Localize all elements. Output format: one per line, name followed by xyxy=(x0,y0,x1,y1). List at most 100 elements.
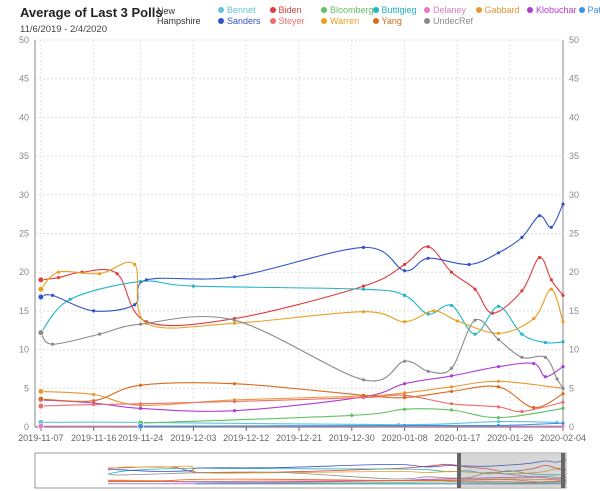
data-point-klobuchar xyxy=(496,365,501,369)
data-point-buttigieg xyxy=(561,340,565,344)
navigator-handle-right xyxy=(561,453,565,488)
series-line-undecref xyxy=(40,315,564,389)
data-point-buttigieg xyxy=(68,297,72,301)
data-point-steyer xyxy=(92,403,96,407)
series-klobuchar xyxy=(37,361,565,413)
data-point-warren xyxy=(532,317,536,321)
state-label: New Hampshire xyxy=(157,6,201,26)
chart-subtitle: 11/6/2019 - 2/4/2020 xyxy=(20,24,107,35)
data-point-gabbard xyxy=(92,392,96,397)
data-point-warren xyxy=(133,262,137,267)
data-point-warren xyxy=(37,286,45,293)
data-point-steyer xyxy=(403,393,407,397)
data-point-yang xyxy=(139,383,143,387)
legend-marker-icon xyxy=(578,7,585,13)
legend-label: Yang xyxy=(381,16,402,26)
y-tick-label-right: 50 xyxy=(569,35,579,45)
x-tick-label: 2020-01-17 xyxy=(434,433,480,443)
data-point-undecref xyxy=(449,366,454,370)
data-point-yang xyxy=(496,385,501,389)
x-tick-label: 2019-11-07 xyxy=(18,433,63,443)
legend-item-bennet[interactable]: Bennet xyxy=(218,5,256,15)
data-point-biden xyxy=(361,284,366,288)
data-point-undecref xyxy=(51,342,55,346)
series-patrick xyxy=(137,421,565,430)
legend-item-steyer[interactable]: Steyer xyxy=(269,16,305,26)
legend-label: Biden xyxy=(278,5,302,15)
data-point-biden xyxy=(561,293,565,297)
data-point-klobuchar xyxy=(139,406,143,410)
legend-item-bloomberg[interactable]: Bloomberg xyxy=(321,5,374,15)
data-point-undecref xyxy=(37,329,45,336)
y-tick-label-left: 45 xyxy=(19,74,29,84)
data-point-sanders xyxy=(37,293,45,301)
navigator-line-yang xyxy=(108,478,567,483)
data-point-warren xyxy=(496,331,501,335)
data-point-klobuchar xyxy=(543,375,548,379)
legend-marker-icon xyxy=(218,7,224,13)
legend-marker-icon xyxy=(424,18,430,24)
legend-label: Bloomberg xyxy=(330,5,374,15)
y-tick-label-left: 5 xyxy=(24,383,29,393)
data-point-bloomberg xyxy=(449,408,454,412)
series-line-steyer xyxy=(40,394,564,413)
data-point-undecref xyxy=(403,359,407,363)
legend-item-undecref[interactable]: UndecRef xyxy=(424,16,473,26)
data-point-steyer xyxy=(361,396,366,400)
data-point-sanders xyxy=(496,251,501,255)
data-point-patrick xyxy=(137,423,144,430)
legend-label: Delaney xyxy=(433,5,467,15)
data-point-gabbard xyxy=(496,379,501,383)
data-point-warren xyxy=(561,320,565,324)
data-point-biden xyxy=(473,287,477,291)
legend-label: UndecRef xyxy=(433,16,474,26)
legend-marker-icon xyxy=(321,18,327,24)
navigator-handle-left xyxy=(457,453,461,488)
data-point-biden xyxy=(449,270,454,274)
legend-marker-icon xyxy=(269,7,276,13)
navigator[interactable] xyxy=(34,452,567,489)
x-tick-label: 2019-11-24 xyxy=(118,433,163,443)
legend-item-biden[interactable]: Biden xyxy=(269,5,302,15)
legend-marker-icon xyxy=(372,7,379,13)
series-steyer xyxy=(37,393,565,414)
legend-item-warren[interactable]: Warren xyxy=(321,16,359,26)
data-point-bloomberg xyxy=(350,413,354,417)
y-tick-label-right: 25 xyxy=(569,229,579,239)
data-point-sanders xyxy=(144,278,149,282)
legend-label: Buttigieg xyxy=(381,5,417,15)
data-point-undecref xyxy=(561,386,565,390)
x-tick-label: 2019-12-12 xyxy=(223,433,269,443)
data-point-warren xyxy=(455,319,459,323)
data-point-patrick xyxy=(403,423,407,428)
data-point-klobuchar xyxy=(532,361,536,366)
legend-item-yang[interactable]: Yang xyxy=(372,16,402,26)
data-point-yang xyxy=(403,396,407,400)
y-tick-label-left: 15 xyxy=(19,306,29,316)
data-point-patrick xyxy=(496,423,501,428)
legend-label: Warren xyxy=(330,16,360,26)
data-point-steyer xyxy=(232,399,237,404)
legend-item-delaney[interactable]: Delaney xyxy=(424,5,466,15)
data-point-warren xyxy=(97,272,102,276)
legend-marker-icon xyxy=(218,18,224,24)
legend-item-buttigieg[interactable]: Buttigieg xyxy=(372,5,417,15)
y-tick-label-left: 50 xyxy=(19,35,29,45)
data-point-yang xyxy=(232,382,237,386)
data-point-sanders xyxy=(537,214,542,218)
x-tick-label: 2019-11-16 xyxy=(71,433,116,443)
legend-item-gabbard[interactable]: Gabbard xyxy=(475,5,520,15)
x-tick-label: 2019-12-03 xyxy=(170,433,216,443)
series-undecref xyxy=(37,315,565,390)
legend-item-sanders[interactable]: Sanders xyxy=(218,16,261,26)
legend-marker-icon xyxy=(269,18,276,24)
series-line-buttigieg xyxy=(40,280,564,344)
data-point-biden xyxy=(549,278,553,282)
data-point-undecref xyxy=(232,318,237,322)
y-tick-label-right: 0 xyxy=(569,422,574,432)
legend-item-klobuchar[interactable]: Klobuchar xyxy=(527,5,577,15)
data-point-sanders xyxy=(561,202,565,206)
data-point-warren xyxy=(403,320,407,324)
legend-item-patrick[interactable]: Patrick xyxy=(578,5,600,15)
